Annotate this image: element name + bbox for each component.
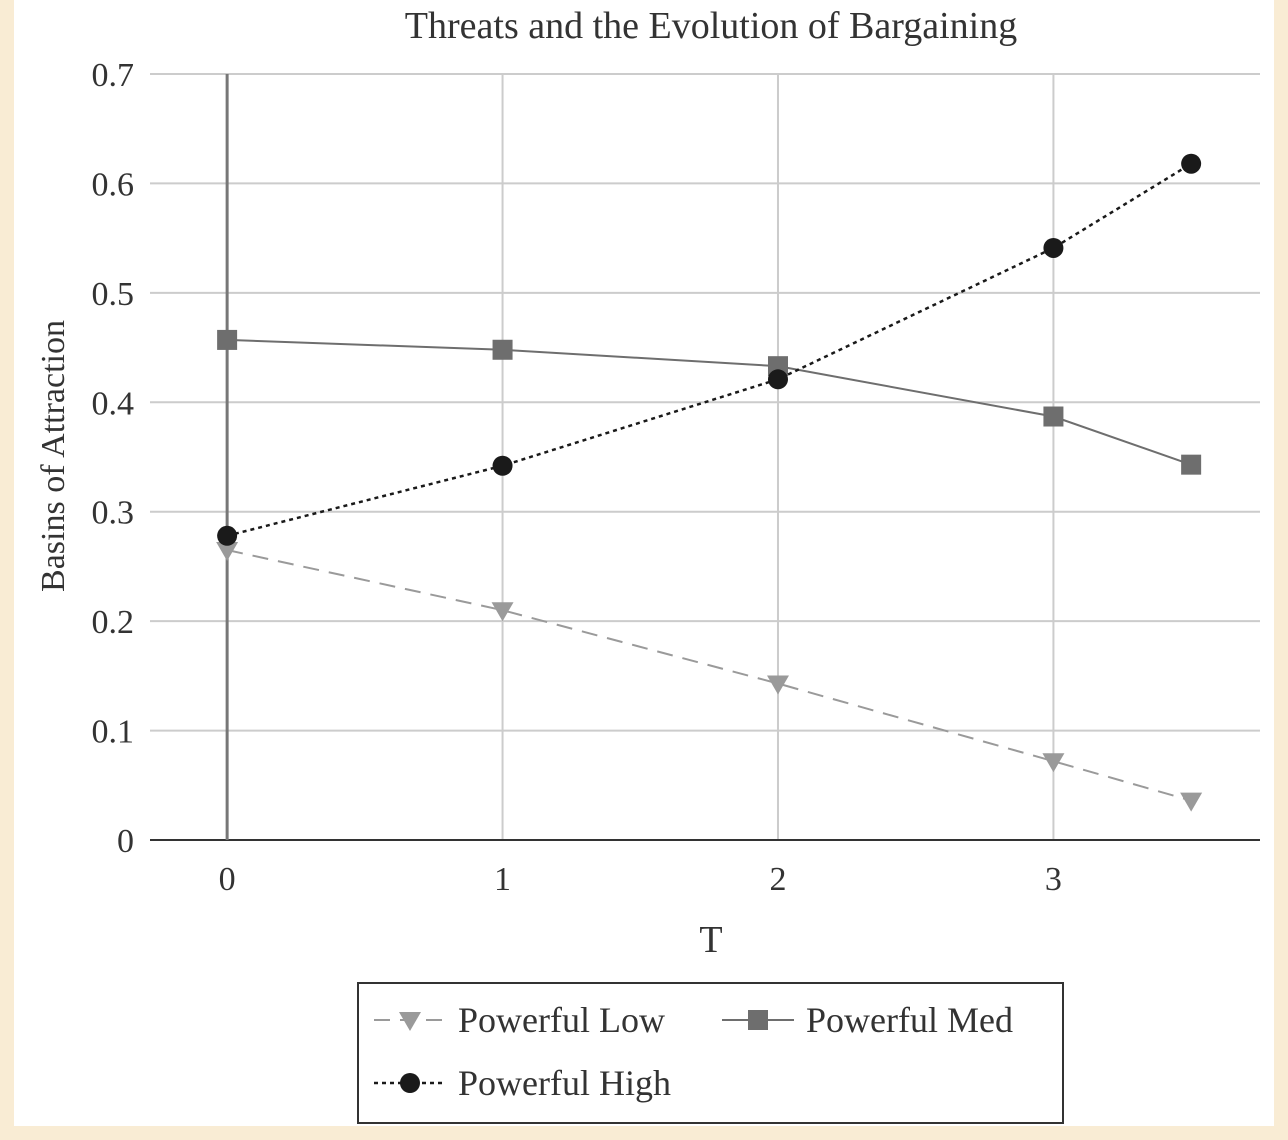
legend-marker-powerful-med — [748, 1010, 768, 1030]
data-point-powerful-med — [492, 339, 513, 360]
data-point-powerful-low — [491, 602, 514, 622]
x-tick-label: 2 — [769, 861, 786, 898]
data-point-powerful-med — [217, 329, 238, 350]
data-point-powerful-med — [1043, 406, 1064, 427]
y-axis-ticks: 0 0.1 0.2 0.3 0.4 0.5 0.6 0.7 — [92, 57, 135, 860]
chart-title: Threats and the Evolution of Bargaining — [405, 5, 1017, 47]
y-axis-label: Basins of Attraction — [35, 320, 72, 592]
series-line-powerful-low — [226, 549, 1192, 802]
legend-label-powerful-high: Powerful High — [458, 1063, 671, 1103]
y-tick-label: 0.2 — [92, 604, 135, 641]
data-point-powerful-low — [766, 675, 789, 695]
legend: Powerful Low Powerful Med Powerful High — [357, 982, 1064, 1124]
data-point-powerful-high — [767, 369, 788, 390]
legend-label-powerful-med: Powerful Med — [806, 1000, 1013, 1040]
series-powerful-low — [216, 542, 1203, 812]
y-tick-label: 0 — [117, 823, 134, 860]
y-tick-label: 0.6 — [92, 166, 135, 203]
x-axis-ticks: 0 1 2 3 — [219, 861, 1062, 898]
axes — [150, 74, 1260, 841]
y-tick-label: 0.7 — [92, 57, 135, 94]
y-tick-label: 0.3 — [92, 495, 135, 532]
x-tick-label: 1 — [494, 861, 511, 898]
line-chart: Threats and the Evolution of Bargaining … — [35, 5, 1260, 1124]
data-point-powerful-high — [1181, 153, 1202, 174]
grid — [150, 73, 1260, 840]
y-tick-label: 0.4 — [92, 385, 135, 422]
x-axis-label: T — [699, 919, 722, 961]
legend-marker-powerful-low — [399, 1012, 421, 1031]
series-group — [216, 153, 1203, 812]
legend-label-powerful-low: Powerful Low — [458, 1000, 665, 1040]
legend-marker-powerful-high — [400, 1073, 420, 1093]
x-tick-label: 3 — [1045, 861, 1062, 898]
series-powerful-high — [217, 153, 1202, 546]
y-tick-label: 0.5 — [92, 276, 135, 313]
chart-frame: Threats and the Evolution of Bargaining … — [14, 0, 1274, 1126]
x-tick-label: 0 — [219, 861, 236, 898]
data-point-powerful-high — [492, 455, 513, 476]
data-point-powerful-low — [216, 542, 239, 562]
data-point-powerful-med — [1181, 454, 1202, 475]
y-tick-label: 0.1 — [92, 714, 135, 751]
legend-box — [357, 982, 1064, 1124]
data-point-powerful-high — [1043, 237, 1064, 258]
data-point-powerful-high — [217, 525, 238, 546]
series-line-powerful-high — [226, 162, 1192, 538]
data-point-powerful-low — [1180, 792, 1203, 812]
data-point-powerful-low — [1042, 753, 1065, 773]
